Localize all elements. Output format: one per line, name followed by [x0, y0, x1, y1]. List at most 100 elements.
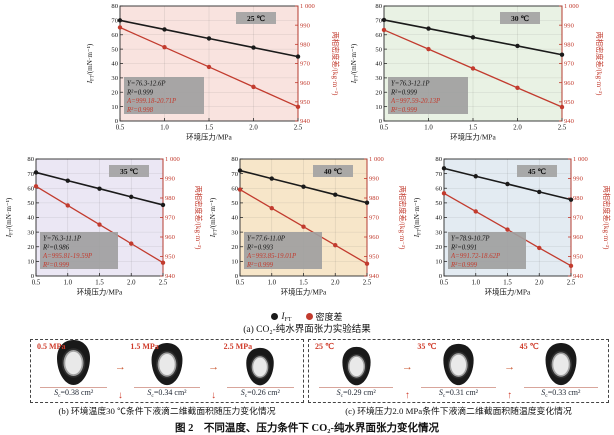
- svg-text:10: 10: [375, 104, 382, 111]
- svg-text:1.0: 1.0: [472, 280, 481, 287]
- figure-title: 图 2 不同温度、压力条件下 CO₂-纯水界面张力变化情况: [175, 423, 439, 434]
- droplet-image: [542, 342, 580, 387]
- svg-text:970: 970: [300, 61, 311, 68]
- svg-text:80: 80: [231, 156, 238, 163]
- trend-arrow-icon: ↓: [117, 390, 123, 401]
- svg-text:20: 20: [111, 89, 118, 96]
- svg-text:0: 0: [439, 273, 443, 280]
- arrow-column: → ↓: [112, 342, 128, 401]
- area-label: Sc=0.29 cm²: [336, 388, 376, 399]
- svg-text:40: 40: [27, 215, 34, 222]
- svg-text:A=991.72-18.62P: A=991.72-18.62P: [450, 253, 500, 260]
- caption-c: (c) 环境压力2.0 MPa条件下液滴二维截面积随温度变化情况: [345, 406, 572, 416]
- svg-text:R²=0.991: R²=0.991: [450, 244, 477, 251]
- svg-text:R²=0.999: R²=0.999: [42, 262, 70, 269]
- svg-text:25 ℃: 25 ℃: [247, 14, 265, 23]
- svg-text:环境压力/MPa: 环境压力/MPa: [77, 288, 123, 297]
- droplet-image: [148, 342, 186, 387]
- svg-text:970: 970: [165, 215, 176, 222]
- panel-pressure-series: 0.5 MPa Sc=0.38 cm² → ↓ 1.5 MPa Sc=0.34 …: [30, 339, 304, 403]
- droplet-cell: 25 ℃ Sc=0.29 cm²: [313, 342, 399, 401]
- caption-a: (a) CO₂-纯水界面张力实验结果: [243, 325, 371, 335]
- droplet-image: [440, 343, 477, 387]
- svg-text:990: 990: [573, 176, 584, 183]
- svg-text:80: 80: [435, 156, 442, 163]
- svg-text:两相密度差/(kg·m⁻³): 两相密度差/(kg·m⁻³): [595, 32, 604, 96]
- droplet-cell: 45 ℃ Sc=0.33 cm²: [518, 342, 604, 401]
- trend-arrow-icon: ↓: [211, 390, 217, 401]
- svg-text:0.5: 0.5: [440, 280, 449, 287]
- svg-text:980: 980: [165, 195, 176, 202]
- condition-label: 2.5 MPa: [223, 342, 253, 351]
- droplet-image: [339, 346, 374, 387]
- svg-text:R²=0.998: R²=0.998: [126, 107, 154, 114]
- svg-text:2.0: 2.0: [535, 280, 544, 287]
- legend-item-density: 密度差: [305, 310, 343, 323]
- svg-text:30: 30: [435, 229, 442, 236]
- arrow-column: → ↑: [399, 342, 415, 401]
- chart-25c: 0 10 20 30 40 50 60 70 80 940 950 960 970 980 990 1 000…: [84, 2, 340, 153]
- svg-text:45 ℃: 45 ℃: [528, 167, 546, 176]
- svg-text:0.5: 0.5: [116, 125, 125, 132]
- svg-text:A=995.81-19.59P: A=995.81-19.59P: [42, 253, 92, 260]
- svg-text:970: 970: [369, 215, 380, 222]
- svg-text:IFT/(mN·m⁻¹): IFT/(mN·m⁻¹): [209, 197, 219, 238]
- svg-text:30: 30: [375, 75, 382, 82]
- svg-text:0.5: 0.5: [32, 280, 41, 287]
- svg-text:980: 980: [564, 42, 575, 49]
- svg-text:50: 50: [111, 46, 118, 53]
- svg-text:20: 20: [375, 89, 382, 96]
- svg-text:Y=76.3-12.6P: Y=76.3-12.6P: [127, 81, 166, 88]
- svg-text:60: 60: [375, 32, 382, 39]
- svg-text:80: 80: [375, 3, 382, 10]
- flow-arrow-icon: →: [114, 361, 126, 373]
- svg-text:2.0: 2.0: [331, 280, 340, 287]
- svg-text:990: 990: [165, 176, 176, 183]
- baseline-rule: [133, 387, 201, 388]
- area-label: Sc=0.26 cm²: [240, 388, 280, 399]
- baseline-rule: [227, 387, 294, 388]
- svg-text:20: 20: [231, 244, 238, 251]
- svg-text:980: 980: [573, 195, 584, 202]
- svg-text:A=993.85-19.01P: A=993.85-19.01P: [246, 253, 296, 260]
- svg-text:两相密度差/(kg·m⁻³): 两相密度差/(kg·m⁻³): [194, 186, 203, 250]
- svg-text:2.0: 2.0: [249, 125, 258, 132]
- svg-text:30: 30: [111, 75, 118, 82]
- svg-text:990: 990: [369, 176, 380, 183]
- svg-text:A=997.59-20.13P: A=997.59-20.13P: [390, 98, 440, 105]
- svg-text:环境压力/MPa: 环境压力/MPa: [281, 288, 327, 297]
- condition-label: 35 ℃: [417, 342, 437, 351]
- svg-text:2.5: 2.5: [558, 125, 567, 132]
- svg-text:940: 940: [300, 118, 311, 125]
- area-label: Sc=0.38 cm²: [54, 388, 94, 399]
- droplet-cell: 35 ℃ Sc=0.31 cm²: [415, 342, 501, 401]
- svg-text:Y=76.3-12.1P: Y=76.3-12.1P: [391, 81, 430, 88]
- svg-text:70: 70: [231, 171, 238, 178]
- svg-text:10: 10: [231, 259, 238, 266]
- arrow-column: → ↓: [206, 342, 222, 401]
- charts-row-bottom: 0 10 20 30 40 50 60 70 80 940 950 960 970 980 990 1 000…: [0, 155, 614, 310]
- flow-arrow-icon: →: [208, 361, 220, 373]
- svg-text:1.0: 1.0: [64, 280, 73, 287]
- svg-text:50: 50: [231, 200, 238, 207]
- trend-arrow-icon: ↑: [404, 390, 410, 401]
- svg-text:IFT/(mN·m⁻¹): IFT/(mN·m⁻¹): [5, 197, 15, 238]
- svg-text:70: 70: [375, 18, 382, 25]
- svg-text:1 000: 1 000: [573, 156, 589, 163]
- svg-text:60: 60: [435, 185, 442, 192]
- svg-text:970: 970: [573, 215, 584, 222]
- svg-text:1 000: 1 000: [564, 3, 580, 10]
- svg-text:环境压力/MPa: 环境压力/MPa: [450, 133, 496, 142]
- svg-text:960: 960: [564, 80, 575, 87]
- legend-ift-label: IFT: [281, 310, 292, 323]
- svg-text:40: 40: [111, 61, 118, 68]
- droplet-cell: 2.5 MPa Sc=0.26 cm²: [222, 342, 299, 401]
- svg-text:0: 0: [31, 273, 35, 280]
- droplet-panels: 0.5 MPa Sc=0.38 cm² → ↓ 1.5 MPa Sc=0.34 …: [0, 339, 614, 403]
- svg-text:两相密度差/(kg·m⁻³): 两相密度差/(kg·m⁻³): [398, 186, 407, 250]
- svg-text:950: 950: [564, 99, 575, 106]
- trend-arrow-icon: ↑: [507, 390, 513, 401]
- arrow-column: → ↑: [502, 342, 518, 401]
- svg-text:2.5: 2.5: [363, 280, 372, 287]
